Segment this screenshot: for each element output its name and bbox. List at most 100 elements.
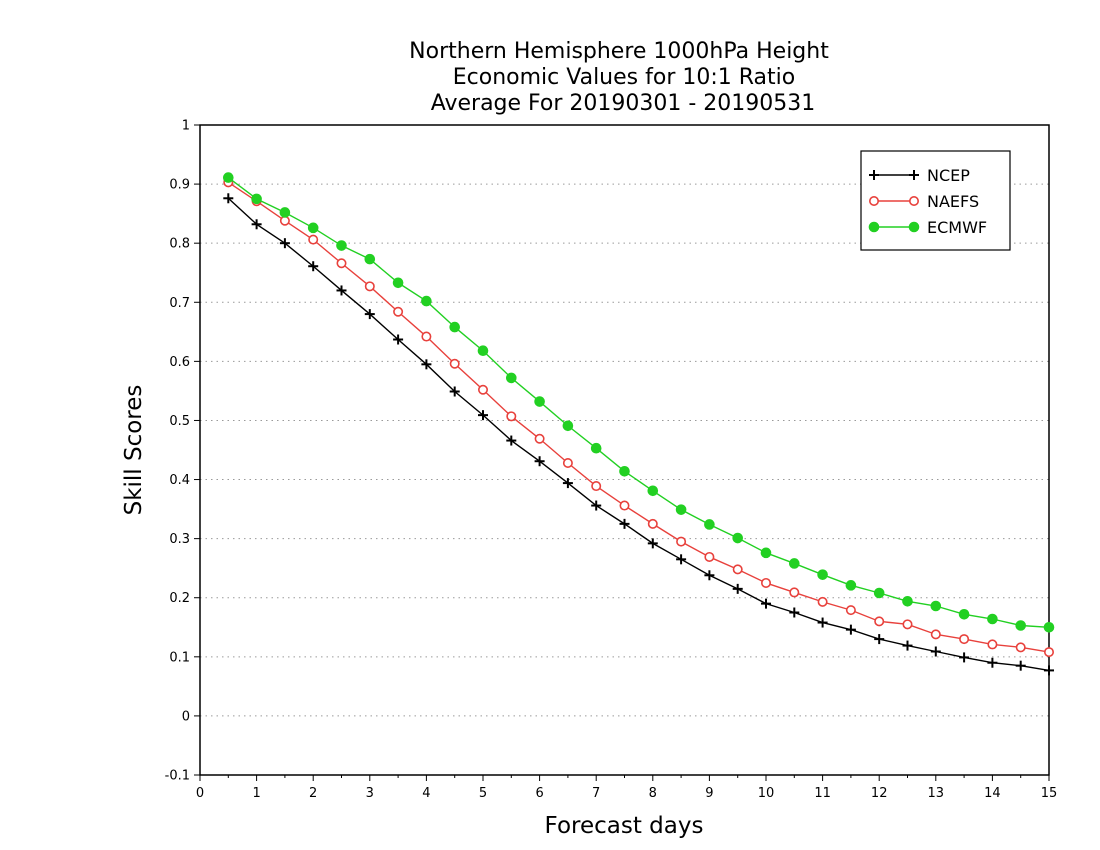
data-point-ecmwf — [789, 558, 800, 569]
data-point-ecmwf — [506, 372, 517, 384]
data-point-ecmwf — [392, 277, 404, 289]
data-point-ecmwf — [760, 547, 772, 559]
data-point-ecmwf — [421, 295, 432, 307]
y-tick-label: 0.6 — [169, 355, 190, 370]
data-point-ecmwf — [590, 442, 602, 454]
data-point-naefs — [902, 619, 913, 630]
data-point-ncep — [534, 456, 545, 467]
x-tick-label: 13 — [928, 786, 945, 801]
x-tick-label: 15 — [1041, 786, 1058, 801]
x-tick-label: 1 — [252, 786, 260, 801]
data-point-ncep — [704, 570, 715, 581]
data-point-ncep — [1044, 665, 1054, 676]
data-point-ecmwf — [930, 600, 942, 612]
data-point-naefs — [874, 616, 885, 627]
data-point-ncep — [619, 518, 630, 529]
data-point-ncep — [987, 657, 998, 668]
data-point-naefs — [789, 587, 800, 598]
data-point-ncep — [789, 607, 800, 618]
data-point-naefs — [534, 433, 545, 444]
data-point-ncep — [930, 646, 941, 657]
data-point-ecmwf — [845, 580, 857, 591]
data-point-ecmwf — [562, 420, 574, 432]
data-point-naefs — [987, 639, 998, 650]
data-point-ncep — [761, 598, 771, 609]
x-tick-label: 12 — [871, 786, 888, 801]
y-axis-label: Skill Scores — [121, 385, 147, 516]
data-point-ecmwf — [619, 465, 630, 477]
legend-marker-naefs — [868, 196, 879, 207]
data-point-naefs — [279, 215, 290, 226]
data-point-ncep — [591, 500, 602, 511]
y-tick-label: 0.2 — [169, 591, 190, 606]
y-tick-label: 0.5 — [169, 414, 190, 429]
data-point-ncep — [562, 478, 573, 489]
data-point-ecmwf — [704, 519, 715, 530]
data-point-naefs — [676, 536, 687, 547]
data-point-naefs — [619, 500, 630, 511]
data-point-naefs — [1044, 647, 1055, 658]
data-point-ncep — [647, 538, 658, 549]
legend-marker-ecmwf — [868, 221, 880, 233]
y-tick-label: 0.1 — [169, 650, 190, 665]
data-point-ecmwf — [307, 222, 319, 234]
data-point-ncep — [1015, 660, 1026, 671]
data-point-ecmwf — [251, 193, 262, 205]
legend-marker-ncep — [869, 170, 879, 180]
y-gridlines — [200, 183, 1049, 717]
y-tick-label: 0.4 — [169, 473, 190, 488]
x-tick-label: 10 — [758, 786, 775, 801]
data-point-ecmwf — [817, 569, 828, 580]
data-point-naefs — [364, 281, 375, 292]
y-tick-label: 0.8 — [169, 237, 190, 252]
x-axis: 0 1 2 3 4 5 6 7 8 9 10 11 12 13 14 15 — [196, 775, 1057, 801]
x-tick-label: 2 — [309, 786, 317, 801]
data-point-ncep — [223, 193, 234, 204]
data-point-ecmwf — [902, 595, 913, 607]
chart-title-line-2: Economic Values for 10:1 Ratio — [453, 65, 795, 90]
data-point-ecmwf — [1015, 620, 1027, 631]
legend-item-ecmwf: ECMWF — [868, 218, 987, 237]
data-point-naefs — [1015, 642, 1026, 653]
data-point-ncep — [336, 285, 347, 296]
series-line-ncep — [227, 197, 1050, 672]
data-point-naefs — [845, 605, 856, 616]
y-tick-label: 0.9 — [169, 178, 190, 193]
data-point-ecmwf — [449, 321, 461, 333]
data-point-ecmwf — [873, 587, 885, 599]
legend-item-naefs: NAEFS — [868, 192, 979, 211]
data-point-naefs — [308, 234, 319, 245]
data-point-ncep — [874, 634, 885, 645]
y-tick-label: 0 — [182, 709, 190, 724]
legend-label-naefs: NAEFS — [927, 192, 979, 211]
legend-item-ncep: NCEP — [869, 166, 970, 185]
data-point-ncep — [845, 624, 856, 635]
data-point-ecmwf — [336, 240, 347, 251]
data-point-naefs — [760, 577, 771, 588]
series-line-naefs — [227, 181, 1050, 653]
chart-title-line-1: Northern Hemisphere 1000hPa Height — [409, 39, 829, 64]
data-point-ecmwf — [987, 613, 998, 625]
data-point-naefs — [562, 457, 573, 468]
data-point-ncep — [308, 261, 319, 272]
data-point-naefs — [959, 634, 970, 645]
y-axis: -0.1 0 0.1 0.2 0.3 0.4 0.5 0.6 0.7 0.8 0.9 1 — [165, 119, 200, 784]
data-point-ncep — [421, 359, 432, 370]
data-point-ncep — [732, 583, 743, 594]
legend-marker-ncep — [909, 170, 919, 180]
data-point-naefs — [704, 551, 715, 562]
legend-label-ecmwf: ECMWF — [927, 218, 987, 237]
data-point-ncep — [364, 309, 375, 320]
x-tick-label: 0 — [196, 786, 204, 801]
data-point-ecmwf — [675, 504, 687, 515]
data-point-naefs — [477, 384, 488, 395]
series-ncep — [223, 193, 1054, 676]
data-point-ecmwf — [732, 532, 744, 544]
data-point-ecmwf — [477, 345, 489, 357]
chart-title: Northern Hemisphere 1000hPa Height Econo… — [409, 39, 829, 116]
series-ecmwf — [223, 172, 1055, 633]
legend-label-ncep: NCEP — [927, 166, 970, 185]
x-tick-label: 5 — [479, 786, 487, 801]
data-point-ecmwf — [364, 253, 376, 265]
data-point-ncep — [478, 410, 488, 421]
